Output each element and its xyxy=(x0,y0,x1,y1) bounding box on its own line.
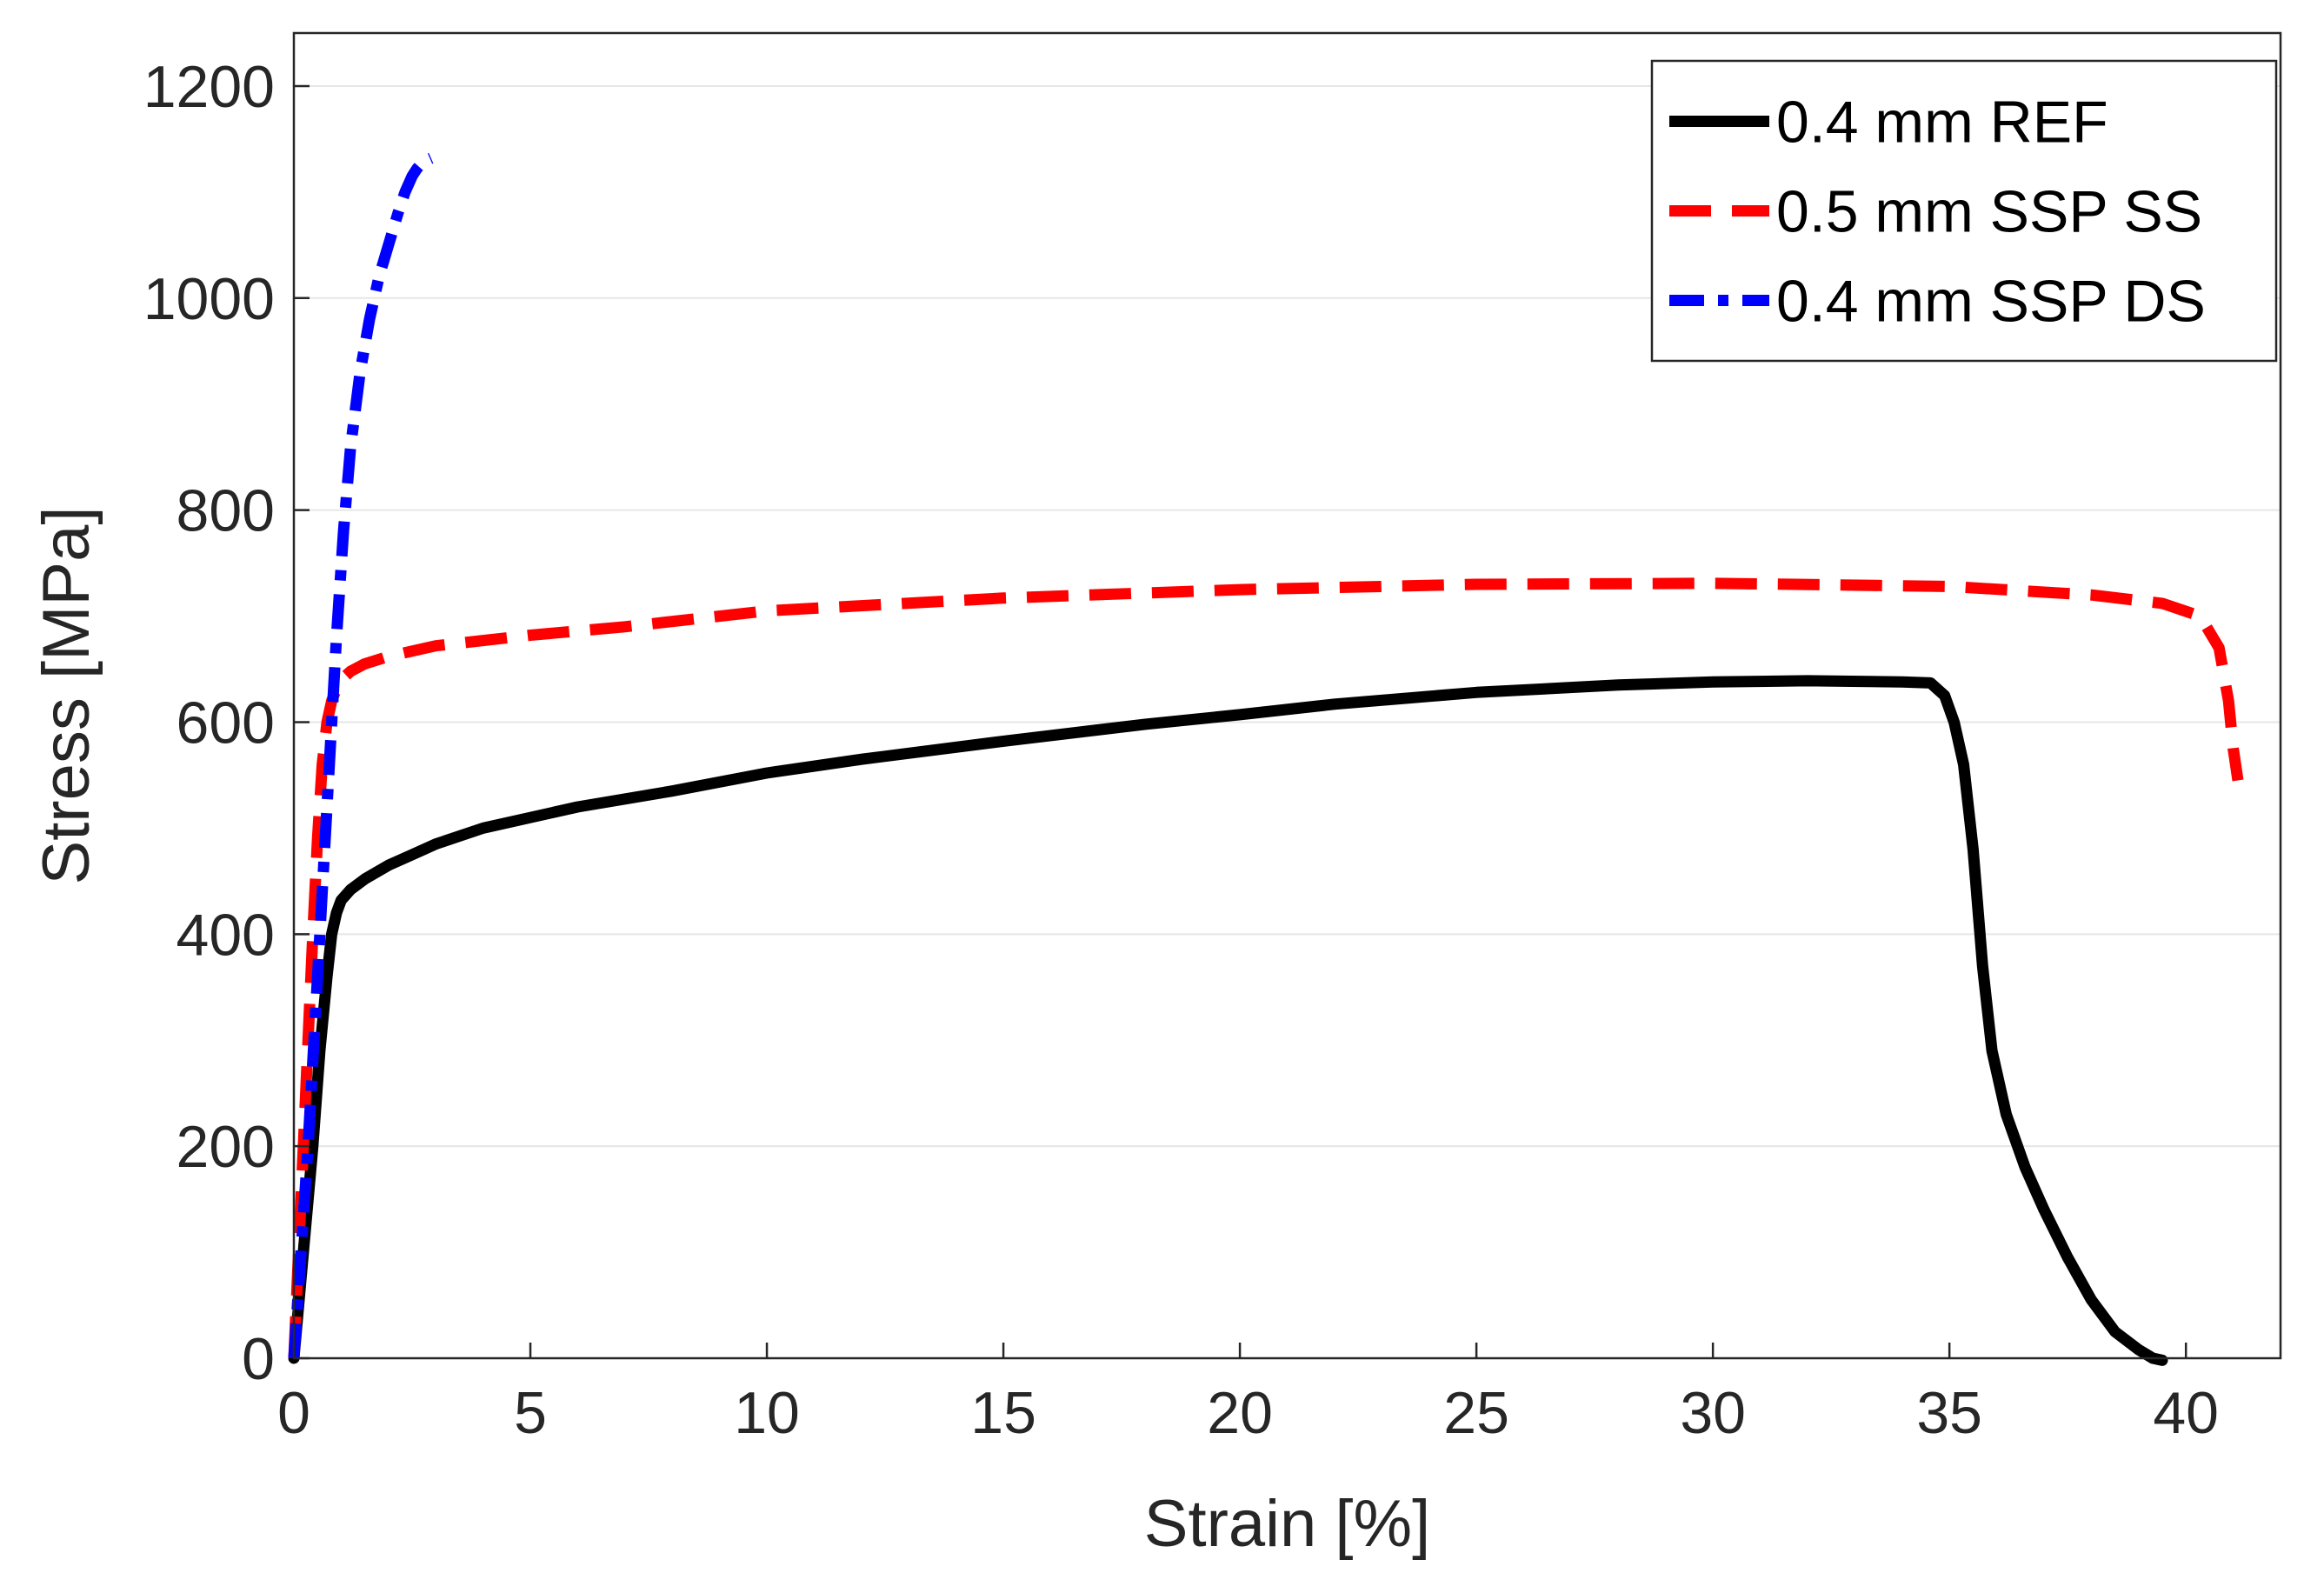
x-tick-label: 20 xyxy=(1207,1380,1273,1446)
legend-entry-label: 0.5 mm SSP SS xyxy=(1776,179,2202,245)
legend-entry-label: 0.4 mm REF xyxy=(1776,90,2108,156)
y-tick-label: 200 xyxy=(176,1114,275,1180)
x-tick-label: 0 xyxy=(277,1380,310,1446)
y-tick-label: 1000 xyxy=(143,266,275,332)
x-tick-label: 40 xyxy=(2153,1380,2219,1446)
legend-entry-label: 0.4 mm SSP DS xyxy=(1776,269,2206,335)
x-tick-label: 15 xyxy=(970,1380,1036,1446)
y-tick-label: 400 xyxy=(176,902,275,968)
series-line-1 xyxy=(288,675,2168,1366)
x-tick-label: 25 xyxy=(1443,1380,1509,1446)
x-tick-label: 5 xyxy=(514,1380,547,1446)
y-tick-label: 0 xyxy=(242,1326,275,1392)
legend: 0.4 mm REF 0.5 mm SSP SS 0.4 mm SSP DS xyxy=(1650,59,2278,363)
x-tick-label: 35 xyxy=(1916,1380,1982,1446)
series-line-2 xyxy=(288,577,2244,1359)
y-tick-label: 600 xyxy=(176,690,275,756)
y-tick-label: 1200 xyxy=(143,54,275,120)
x-tick-label: 30 xyxy=(1680,1380,1746,1446)
y-axis-label: Stress [MPa] xyxy=(30,507,103,885)
series-line-3 xyxy=(288,152,434,1359)
y-tick-label: 800 xyxy=(176,478,275,544)
x-axis-label: Strain [%] xyxy=(1144,1487,1430,1561)
x-tick-label: 10 xyxy=(734,1380,800,1446)
data-series xyxy=(288,152,2244,1366)
plot-area-frame xyxy=(292,31,2282,1360)
